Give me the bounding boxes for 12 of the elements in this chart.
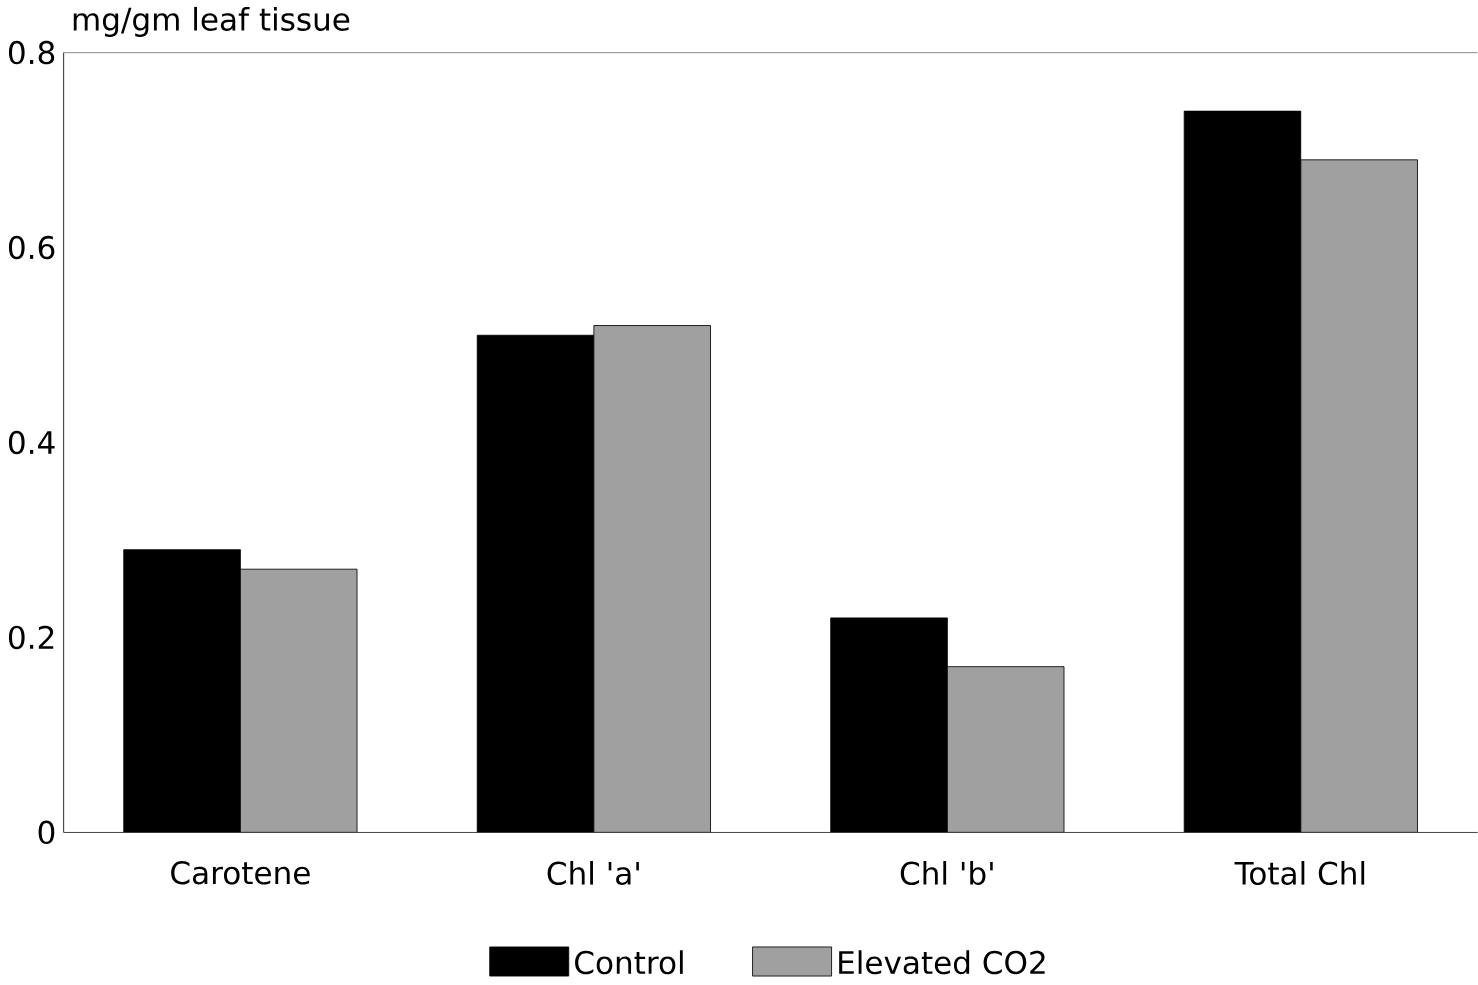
y-tick-label: 0.6 xyxy=(8,235,55,260)
y-tick-label: 0.2 xyxy=(8,625,54,650)
x-tick-label: Total Chl xyxy=(1234,860,1365,885)
y-tick-label: 0 xyxy=(38,820,55,845)
y-axis-title: mg/gm leaf tissue xyxy=(73,6,350,37)
x-tick-label: Carotene xyxy=(171,860,310,885)
x-tick-label: Chl 'a' xyxy=(547,860,639,885)
y-tick-label: 0.8 xyxy=(8,40,55,65)
x-tick-label: Chl 'b' xyxy=(900,860,993,885)
legend-label: Elevated CO2 xyxy=(839,950,1045,975)
y-tick-label: 0.4 xyxy=(8,430,55,455)
legend-label: Control xyxy=(575,950,683,975)
